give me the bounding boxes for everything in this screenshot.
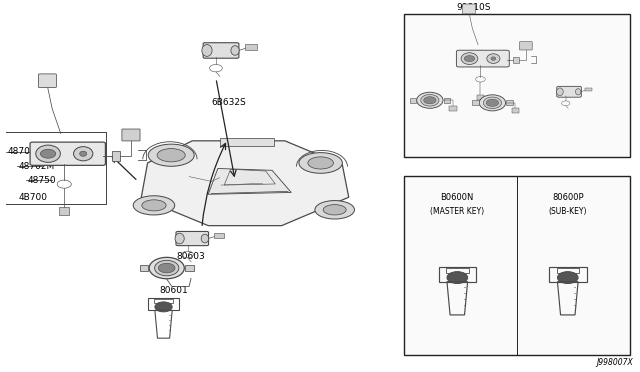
Bar [148, 298, 179, 310]
Ellipse shape [74, 147, 93, 161]
Text: 80600P: 80600P [552, 193, 584, 202]
Ellipse shape [231, 46, 239, 55]
Ellipse shape [133, 196, 175, 215]
Bar [140, 265, 148, 271]
Circle shape [159, 263, 175, 273]
Ellipse shape [575, 89, 581, 95]
Ellipse shape [149, 257, 184, 279]
Text: 48700A: 48700A [7, 147, 42, 156]
Circle shape [464, 55, 475, 62]
Ellipse shape [461, 53, 478, 64]
Ellipse shape [315, 201, 355, 219]
Bar [513, 57, 518, 63]
Ellipse shape [308, 157, 333, 169]
Text: 4B700: 4B700 [19, 193, 47, 202]
FancyBboxPatch shape [557, 86, 581, 97]
Text: 48702M: 48702M [19, 162, 55, 171]
Bar [449, 106, 457, 111]
Bar [185, 265, 193, 271]
Bar [446, 269, 468, 273]
Polygon shape [208, 169, 291, 194]
Bar [557, 269, 579, 273]
FancyBboxPatch shape [456, 50, 509, 67]
Bar [549, 267, 586, 282]
FancyBboxPatch shape [520, 42, 532, 50]
Ellipse shape [148, 144, 194, 166]
Ellipse shape [483, 97, 502, 109]
Circle shape [424, 97, 436, 104]
Ellipse shape [155, 260, 179, 276]
Ellipse shape [323, 205, 346, 215]
FancyBboxPatch shape [122, 129, 140, 141]
Ellipse shape [487, 54, 500, 63]
Text: 6B632S: 6B632S [211, 99, 246, 108]
Ellipse shape [299, 153, 342, 173]
Ellipse shape [557, 88, 563, 96]
FancyBboxPatch shape [203, 43, 239, 58]
Ellipse shape [417, 92, 443, 108]
Text: J998007X: J998007X [596, 357, 633, 366]
Ellipse shape [202, 45, 212, 57]
Bar [220, 138, 274, 146]
Bar [410, 98, 416, 103]
FancyBboxPatch shape [176, 231, 209, 246]
Bar [472, 100, 479, 105]
Ellipse shape [175, 233, 184, 244]
Bar [404, 14, 630, 157]
Text: 99810S: 99810S [456, 3, 490, 12]
Ellipse shape [36, 145, 60, 162]
Circle shape [155, 302, 172, 312]
FancyBboxPatch shape [463, 4, 476, 14]
FancyBboxPatch shape [30, 142, 106, 165]
Text: 80601: 80601 [159, 286, 188, 295]
Circle shape [557, 272, 578, 283]
Circle shape [486, 99, 499, 106]
Bar [60, 208, 69, 215]
Circle shape [40, 149, 56, 158]
Bar [112, 151, 120, 161]
Bar [245, 44, 257, 50]
Ellipse shape [201, 234, 209, 243]
Bar [154, 299, 173, 303]
Text: 48750: 48750 [28, 176, 56, 185]
Bar [214, 233, 225, 238]
Ellipse shape [479, 95, 506, 111]
Bar [585, 88, 592, 91]
Ellipse shape [80, 151, 86, 156]
Bar [511, 108, 519, 113]
Bar [438, 267, 476, 282]
Ellipse shape [142, 200, 166, 211]
Bar [477, 95, 484, 100]
Ellipse shape [157, 148, 185, 162]
Text: B0600N: B0600N [440, 193, 474, 202]
Ellipse shape [491, 57, 496, 60]
Polygon shape [141, 141, 349, 226]
Ellipse shape [420, 94, 439, 106]
Bar [444, 98, 450, 103]
Text: (SUB-KEY): (SUB-KEY) [548, 207, 587, 216]
Text: 80603: 80603 [176, 253, 205, 262]
Bar [404, 176, 630, 355]
FancyBboxPatch shape [38, 74, 56, 87]
Bar [506, 100, 513, 105]
Circle shape [447, 272, 468, 283]
Text: (MASTER KEY): (MASTER KEY) [430, 207, 484, 216]
